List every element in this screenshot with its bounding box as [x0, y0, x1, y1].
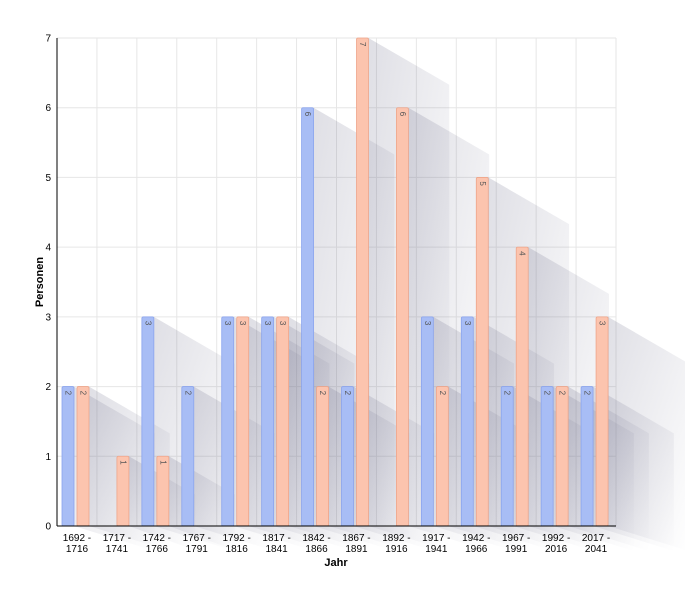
y-tick-label: 1 — [45, 452, 51, 463]
y-tick-label: 7 — [45, 34, 51, 45]
bar — [181, 386, 195, 527]
bar — [261, 316, 275, 527]
bar-value-label: 3 — [598, 321, 607, 326]
bar-value-label: 5 — [478, 181, 487, 186]
x-tick-label: 1692 -1716 — [63, 533, 91, 555]
bar — [341, 386, 354, 527]
bar — [276, 316, 290, 527]
bar-value-label: 2 — [79, 391, 88, 396]
bar — [420, 316, 434, 527]
y-tick-label: 2 — [45, 382, 51, 393]
bar — [540, 386, 554, 527]
x-tick-label: 1992 -2016 — [542, 533, 570, 555]
bar — [221, 316, 235, 527]
bar-value-label: 2 — [503, 391, 512, 396]
x-tick-label: 1817 -1841 — [262, 533, 290, 555]
bar-value-label: 2 — [64, 391, 73, 396]
y-tick-label: 6 — [45, 103, 51, 114]
bar-value-label: 3 — [238, 321, 247, 326]
bar-value-label: 3 — [423, 321, 432, 326]
bar — [435, 386, 449, 527]
bar-value-label: 2 — [583, 391, 592, 396]
bar — [356, 37, 369, 527]
x-tick-label: 1867 -1891 — [342, 533, 370, 555]
bar-value-label: 7 — [358, 42, 367, 47]
y-tick-label: 3 — [45, 312, 51, 323]
bar-value-label: 3 — [223, 321, 232, 326]
bar-value-label: 2 — [183, 391, 192, 396]
bar-value-label: 2 — [543, 391, 552, 396]
bar-value-label: 1 — [118, 460, 127, 465]
bar — [500, 386, 514, 527]
bar — [76, 386, 90, 527]
bar-value-label: 2 — [343, 391, 352, 396]
x-tick-label: 1742 -1766 — [143, 533, 171, 555]
bar — [116, 455, 130, 527]
bar-value-label: 3 — [143, 321, 152, 326]
x-tick-label: 1842 -1866 — [302, 533, 330, 555]
x-tick-label: 1767 -1791 — [183, 533, 211, 555]
y-tick-label: 0 — [45, 522, 51, 533]
y-axis-title: Personen — [34, 257, 46, 307]
bar — [236, 316, 250, 527]
bar-value-label: 3 — [463, 321, 472, 326]
bar-value-label: 6 — [303, 112, 312, 117]
x-axis-title: Jahr — [324, 557, 348, 569]
bar — [316, 386, 329, 527]
bar — [460, 316, 474, 527]
bar — [475, 177, 489, 527]
bar — [396, 107, 409, 527]
x-tick-label: 1892 -1916 — [382, 533, 410, 555]
axes — [56, 38, 616, 527]
bar-shadow — [608, 316, 685, 550]
x-tick-label: 1917 -1941 — [422, 533, 450, 555]
bar-value-label: 6 — [398, 112, 407, 117]
bar — [515, 246, 529, 527]
x-tick-label: 1717 -1741 — [103, 533, 131, 555]
bar-value-label: 1 — [158, 460, 167, 465]
bar — [301, 107, 314, 527]
bar — [141, 316, 155, 527]
x-tick-label: 1792 -1816 — [222, 533, 250, 555]
x-tick-label: 2017 -2041 — [582, 533, 610, 555]
y-tick-label: 5 — [45, 173, 51, 184]
x-tick-label: 1942 -1966 — [462, 533, 490, 555]
bar — [555, 386, 569, 527]
bar — [580, 386, 594, 527]
x-tick-label: 1967 -1991 — [502, 533, 530, 555]
bar-value-label: 3 — [263, 321, 272, 326]
bar-value-label: 2 — [318, 391, 327, 396]
bars: 2 3 2 3 3 6 2 3 3 2 2 2 2 1 1 3 3 2 7 6 2 5 4 2 3 — [61, 37, 609, 527]
bar — [156, 455, 170, 527]
bar-value-label: 3 — [278, 321, 287, 326]
bar-value-label: 4 — [518, 251, 527, 256]
bar — [61, 386, 75, 527]
bar — [595, 316, 609, 527]
bar-value-label: 2 — [558, 391, 567, 396]
y-tick-label: 4 — [45, 243, 51, 254]
bar-value-label: 2 — [438, 391, 447, 396]
